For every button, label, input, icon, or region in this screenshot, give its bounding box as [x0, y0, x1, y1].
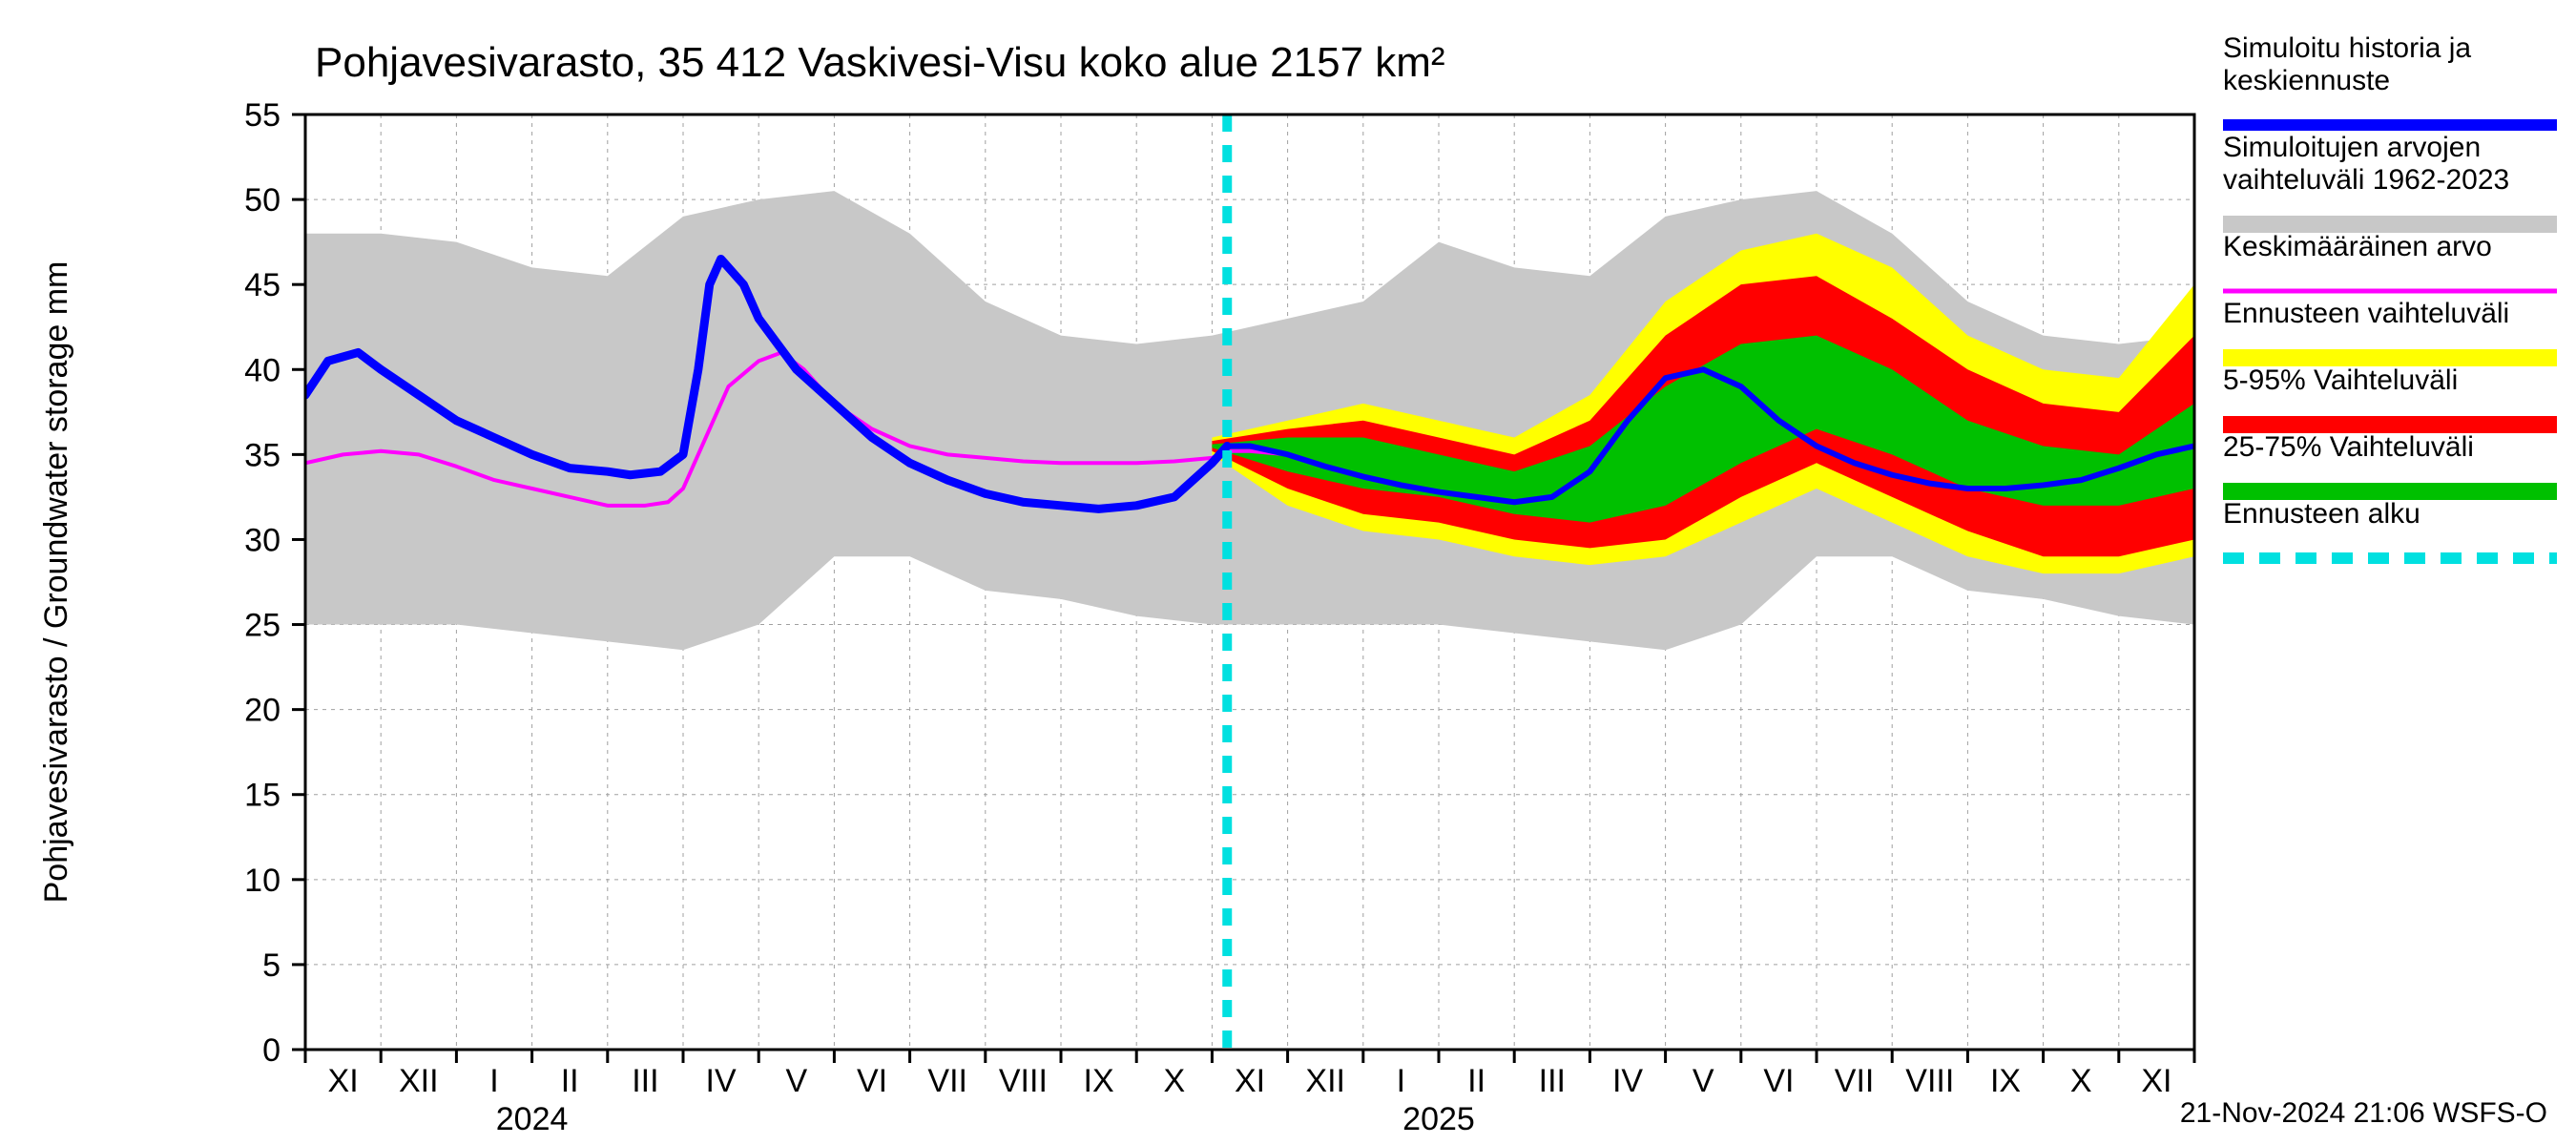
x-month-label: IX — [1084, 1063, 1114, 1099]
y-tick-label: 45 — [244, 267, 280, 303]
y-tick-label: 10 — [244, 863, 280, 899]
y-tick-label: 15 — [244, 778, 280, 814]
x-month-label: VI — [857, 1063, 887, 1099]
x-month-label: VII — [1835, 1063, 1875, 1099]
x-month-label: XII — [1305, 1063, 1345, 1099]
y-tick-label: 5 — [262, 947, 280, 984]
legend-label: Simuloitu historia ja — [2223, 32, 2471, 64]
x-month-label: X — [1163, 1063, 1185, 1099]
x-month-label: III — [1539, 1063, 1566, 1099]
x-month-label: XII — [399, 1063, 439, 1099]
y-tick-label: 30 — [244, 522, 280, 558]
legend-label: Ennusteen vaihteluväli — [2223, 298, 2509, 329]
y-tick-label: 40 — [244, 352, 280, 388]
x-month-label: V — [1693, 1063, 1714, 1099]
legend-label: 5-95% Vaihteluväli — [2223, 364, 2458, 396]
x-month-label: I — [489, 1063, 498, 1099]
y-tick-label: 35 — [244, 437, 280, 473]
y-axis-title: Pohjavesivarasto / Groundwater storage m… — [38, 261, 74, 904]
x-month-label: V — [785, 1063, 807, 1099]
x-month-label: XI — [328, 1063, 359, 1099]
x-month-label: III — [632, 1063, 658, 1099]
x-month-label: IX — [1990, 1063, 2021, 1099]
groundwater-storage-chart: 0510152025303540455055XIXIIIIIIIIIVVVIVI… — [0, 0, 2576, 1145]
y-tick-label: 50 — [244, 182, 280, 219]
render-timestamp: 21-Nov-2024 21:06 WSFS-O — [2180, 1097, 2547, 1129]
x-month-label: XI — [2141, 1063, 2171, 1099]
legend-label: Simuloitujen arvojen — [2223, 132, 2481, 163]
chart-title: Pohjavesivarasto, 35 412 Vaskivesi-Visu … — [315, 39, 1445, 86]
x-month-label: VIII — [1905, 1063, 1954, 1099]
legend-label: 25-75% Vaihteluväli — [2223, 431, 2474, 463]
y-tick-label: 20 — [244, 693, 280, 729]
legend-label: vaihteluväli 1962-2023 — [2223, 164, 2509, 196]
x-month-label: IV — [1612, 1063, 1643, 1099]
x-month-label: XI — [1235, 1063, 1265, 1099]
legend-label: keskiennuste — [2223, 65, 2390, 96]
x-month-label: I — [1397, 1063, 1405, 1099]
x-month-label: X — [2070, 1063, 2092, 1099]
x-month-label: VIII — [999, 1063, 1048, 1099]
x-month-label: II — [1467, 1063, 1485, 1099]
x-month-label: II — [561, 1063, 579, 1099]
y-tick-label: 0 — [262, 1032, 280, 1069]
y-tick-label: 25 — [244, 608, 280, 644]
x-year-label: 2024 — [496, 1101, 569, 1137]
x-month-label: IV — [706, 1063, 737, 1099]
x-year-label: 2025 — [1402, 1101, 1475, 1137]
legend-label: Keskimääräinen arvo — [2223, 231, 2492, 262]
y-tick-label: 55 — [244, 97, 280, 134]
x-month-label: VII — [927, 1063, 967, 1099]
legend-label: Ennusteen alku — [2223, 498, 2420, 530]
x-month-label: VI — [1763, 1063, 1794, 1099]
